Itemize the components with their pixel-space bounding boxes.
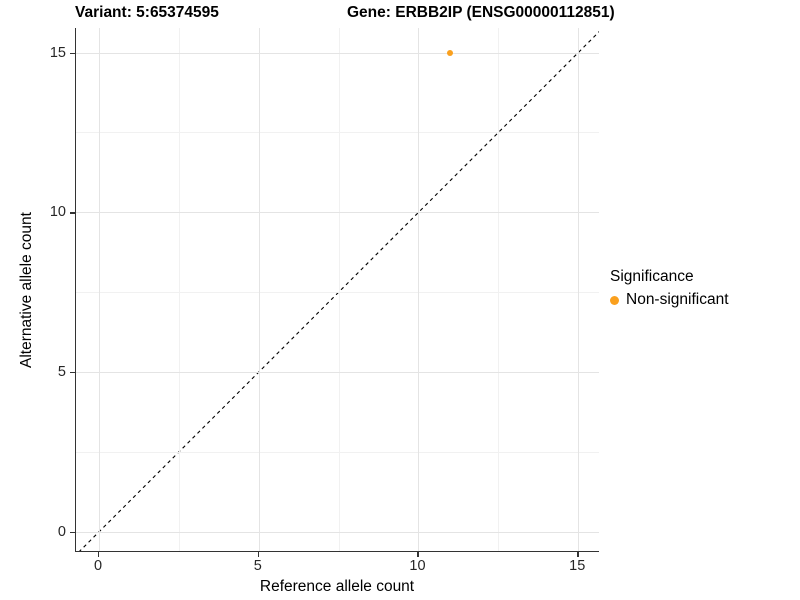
data-point (447, 49, 454, 56)
gridline-y-major (76, 531, 599, 533)
legend: Significance Non-significant (610, 268, 729, 309)
identity-line (79, 31, 599, 551)
x-tick-mark (417, 552, 419, 557)
x-tick-label: 15 (569, 558, 586, 574)
gridline-x-major (418, 28, 420, 551)
y-tick-mark (70, 52, 75, 54)
y-axis-title: Alternative allele count (18, 212, 35, 368)
gridline-y-minor (76, 132, 599, 134)
legend-title: Significance (610, 268, 694, 285)
gridline-x-minor (338, 28, 340, 551)
gridline-y-minor (76, 292, 599, 294)
x-tick-mark (257, 552, 260, 557)
y-tick-label: 5 (57, 364, 66, 381)
x-tick-mark (577, 552, 579, 557)
y-tick-mark (70, 531, 75, 534)
gridline-y-minor (76, 451, 599, 453)
y-tick-label: 0 (57, 523, 66, 540)
gridline-y-major (76, 52, 599, 54)
x-tick-label: 10 (409, 558, 426, 574)
x-tick-label: 0 (93, 558, 103, 574)
legend-item-label: Non-significant (626, 291, 729, 308)
y-tick-mark (70, 372, 75, 374)
gridline-y-major (76, 212, 599, 214)
x-tick-label: 5 (253, 558, 262, 574)
gridline-x-major (99, 28, 100, 551)
gridline-x-major (578, 28, 580, 551)
plot-title-variant: Variant: 5:65374595 (75, 4, 219, 21)
legend-item: Non-significant (610, 291, 729, 309)
y-tick-mark (70, 212, 75, 214)
y-tick-label: 15 (49, 44, 66, 61)
gridline-y-major (76, 372, 599, 374)
gridline-x-major (258, 28, 260, 551)
y-tick-label: 10 (49, 204, 66, 221)
gridline-x-minor (178, 28, 180, 551)
gridline-x-minor (498, 28, 500, 551)
legend-key-dot-icon (610, 295, 619, 305)
x-axis-title: Reference allele count (259, 578, 415, 595)
plot-panel (75, 28, 599, 552)
plot-title-gene: Gene: ERBB2IP (ENSG00000112851) (347, 4, 615, 21)
x-tick-mark (98, 552, 100, 557)
